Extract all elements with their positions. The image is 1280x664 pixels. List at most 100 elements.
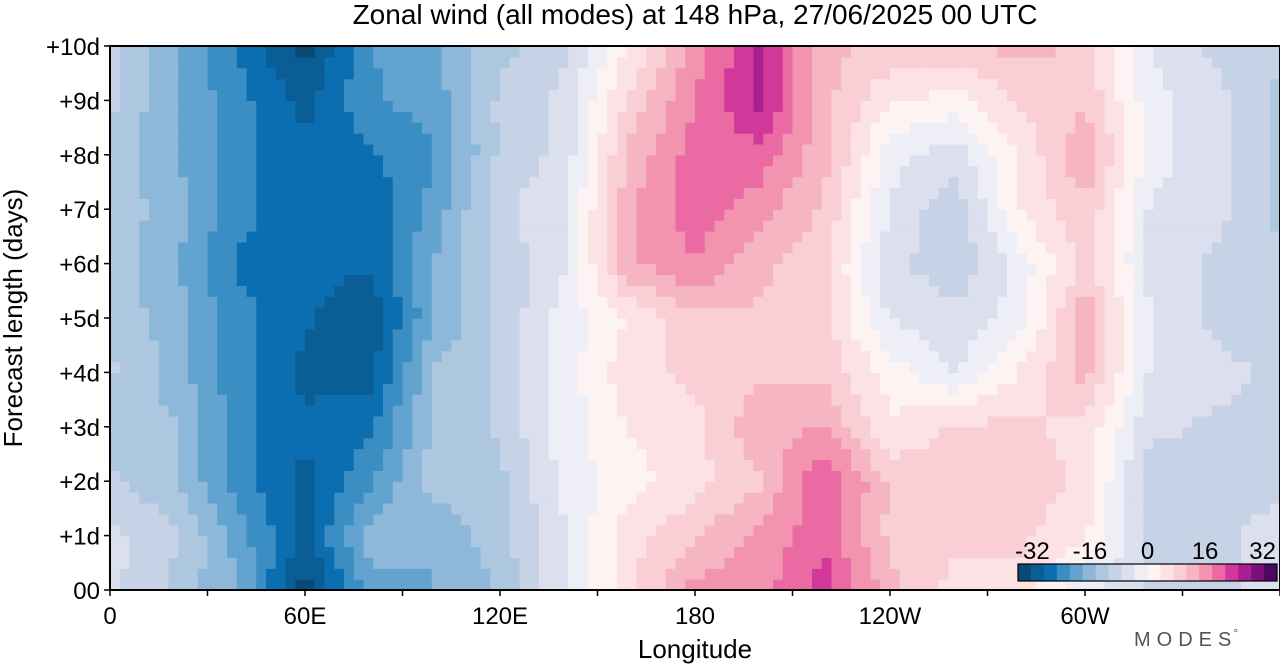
heatmap-cell [773,437,784,450]
heatmap-cell [1163,535,1174,548]
heatmap-cell [724,220,735,232]
heatmap-cell [802,252,813,265]
heatmap-cell [938,296,950,308]
heatmap-cell [285,165,296,178]
heatmap-cell [227,198,238,210]
heatmap-cell [158,263,170,276]
heatmap-cell [178,198,189,210]
heatmap-cell [1104,546,1115,558]
heatmap-cell [129,296,140,308]
heatmap-cell [997,546,1008,558]
heatmap-cell [353,361,365,373]
heatmap-cell [831,252,842,265]
heatmap-cell [1182,318,1193,330]
heatmap-cell [860,568,872,580]
heatmap-cell [305,383,316,395]
heatmap-cell [1065,481,1076,493]
heatmap-cell [587,154,599,167]
heatmap-cell [558,557,569,569]
heatmap-cell [461,535,472,548]
heatmap-cell [899,350,911,363]
heatmap-cell [987,220,998,232]
heatmap-cell [431,339,443,352]
heatmap-cell [558,394,569,406]
heatmap-cell [841,154,852,167]
heatmap-cell [626,492,638,504]
heatmap-cell [724,459,735,471]
heatmap-cell [363,459,374,471]
heatmap-cell [1182,328,1193,341]
heatmap-cell [461,307,472,319]
heatmap-cell [129,568,140,580]
heatmap-cell [938,579,950,590]
heatmap-cell [919,187,930,199]
heatmap-cell [977,274,989,286]
heatmap-cell [860,502,872,515]
heatmap-cell [958,579,969,590]
heatmap-cell [344,546,355,558]
heatmap-cell [617,579,628,590]
heatmap-cell [1007,285,1018,297]
heatmap-cell [480,568,491,580]
heatmap-cell [207,535,218,548]
heatmap-cell [1114,470,1125,482]
heatmap-cell [441,535,452,548]
heatmap-cell [324,165,335,178]
heatmap-cell [1221,350,1232,363]
heatmap-cell [1172,513,1184,526]
heatmap-cell [880,383,891,395]
heatmap-cell [1270,296,1280,308]
heatmap-cell [149,198,160,210]
heatmap-cell [597,318,608,330]
heatmap-cell [285,318,296,330]
heatmap-cell [1085,285,1096,297]
heatmap-cell [246,448,257,461]
heatmap-cell [1026,318,1037,330]
heatmap-cell [334,274,345,286]
heatmap-cell [802,405,813,417]
heatmap-cell [607,307,618,319]
heatmap-cell [704,296,716,308]
heatmap-cell [899,535,911,548]
heatmap-cell [480,426,491,439]
heatmap-cell [704,230,716,243]
heatmap-cell [1241,535,1252,548]
heatmap-cell [568,568,579,580]
heatmap-cell [587,459,599,471]
heatmap-cell [314,143,326,156]
heatmap-cell [860,383,872,395]
heatmap-cell [1241,165,1252,178]
heatmap-cell [792,339,803,352]
heatmap-cell [617,220,628,232]
heatmap-cell [1065,220,1076,232]
heatmap-cell [968,481,979,493]
heatmap-cell [129,143,140,156]
heatmap-cell [1231,437,1242,450]
heatmap-cell [539,187,550,199]
heatmap-cell [1260,350,1271,363]
heatmap-cell [977,241,989,254]
heatmap-cell [1192,492,1203,504]
heatmap-cell [831,524,842,537]
heatmap-cell [870,296,881,308]
heatmap-cell [1221,426,1232,439]
heatmap-cell [1260,415,1271,428]
heatmap-cell [461,437,472,450]
heatmap-cell [431,241,443,254]
heatmap-cell [1104,361,1115,373]
heatmap-cell [236,220,248,232]
heatmap-cell [1094,405,1106,417]
heatmap-cell [1260,470,1271,482]
heatmap-cell [197,394,209,406]
heatmap-cell [851,187,862,199]
heatmap-cell [656,383,667,395]
heatmap-cell [1231,198,1242,210]
heatmap-cell [997,459,1008,471]
heatmap-cell [246,459,257,471]
heatmap-cell [704,241,716,254]
heatmap-cell [539,524,550,537]
heatmap-cell [373,230,384,243]
heatmap-cell [1202,459,1213,471]
heatmap-cell [948,230,959,243]
heatmap-cell [529,546,540,558]
